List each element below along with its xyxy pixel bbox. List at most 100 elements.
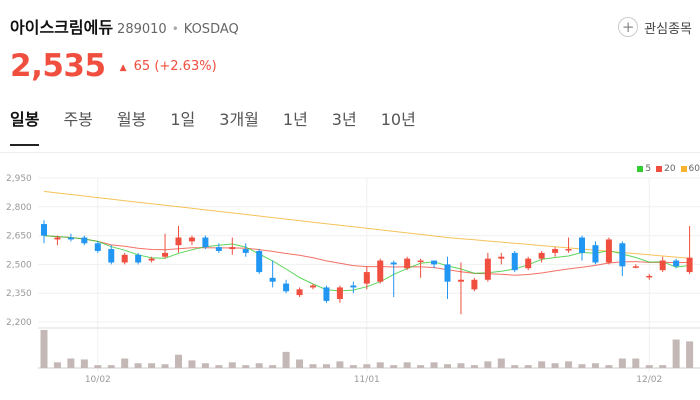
volume-bar [390,365,398,368]
legend-ma5: 5 [637,164,651,174]
volume-bar [632,358,640,368]
stock-code: 289010 [117,22,167,37]
ma-legend: 5 20 60 [632,164,700,174]
volume-bar [403,362,411,368]
volume-bar [578,364,586,368]
volume-bar [228,362,236,368]
volume-bar [511,365,519,368]
volume-bar [282,351,290,368]
candle-body [229,247,236,250]
candle-body [94,243,101,251]
volume-bar [524,365,532,368]
candle-body [256,250,263,273]
candle-body [659,260,666,271]
legend-swatch-5 [637,166,644,172]
candle-body [525,258,532,269]
tab-daily[interactable]: 일봉 [10,106,40,146]
volume-bar [618,358,626,368]
plus-icon: + [618,17,639,37]
volume-bar [457,363,465,368]
volume-bar [80,359,88,368]
volume-bar [322,364,330,368]
tab-3month[interactable]: 3개월 [219,110,259,129]
candle-body [619,243,626,267]
tab-weekly[interactable]: 주봉 [63,110,93,129]
x-tick-label: 11/01 [354,375,380,385]
stock-name: 아이스크림에듀 [10,18,114,37]
candle-body [108,249,115,263]
volume-bar [497,358,505,368]
volume-bar [175,354,182,368]
volume-bar [605,365,613,368]
current-price: 2,535 [10,48,106,84]
tab-1year[interactable]: 1년 [282,110,308,129]
price-row: 2,535 ▲ 65 (+2.63%) [10,48,217,84]
candle-body [269,277,276,282]
volume-bar [107,365,115,368]
candle-body [242,249,249,253]
volume-bar [363,364,371,368]
volume-bar [417,365,425,368]
separator-dot: • [171,22,179,36]
candle-body [579,237,585,253]
volume-bar [67,358,75,368]
change-value: 65 [133,59,151,74]
candle-body [444,264,451,282]
y-tick-label: 2,800 [6,203,32,213]
candle-body [565,249,572,251]
volume-bar [484,361,492,368]
candle-body [296,289,303,296]
volume-bar [242,365,250,368]
price-change: ▲ 65 (+2.63%) [120,59,217,74]
tab-1day[interactable]: 1일 [170,110,196,129]
candle-body [498,256,505,259]
candle-body [377,260,384,282]
volume-bar [349,365,357,368]
legend-swatch-20 [656,166,663,172]
legend-label-20: 20 [664,164,676,174]
legend-label-60: 60 [688,164,700,174]
volume-bar [672,339,680,368]
y-tick-label: 2,200 [6,318,32,328]
candle-body [673,260,680,267]
y-tick-label: 2,500 [6,260,32,270]
candle-body [632,266,639,268]
volume-bar [430,362,438,368]
candle-body [323,287,330,301]
x-tick-label: 12/02 [636,375,662,385]
volume-bar [188,360,196,368]
up-triangle-icon: ▲ [119,63,127,73]
candle-body [215,247,222,251]
tab-3year[interactable]: 3년 [331,110,357,129]
tab-monthly[interactable]: 월봉 [116,110,147,129]
candle-body [81,237,88,244]
candle-body [188,237,195,242]
favorite-label: 관심종목 [644,21,692,37]
legend-ma60: 60 [680,164,700,174]
candlestick-chart[interactable]: 2,950 2,800 2,650 2,500 2,350 2,200 10/02 11/01… [0,160,700,400]
volume-bar [201,363,209,368]
candle-body [552,249,559,253]
volume-bar [336,361,344,368]
candle-body [202,237,209,248]
legend-swatch-60 [680,166,687,172]
volume-bar [255,363,263,368]
candle-body [148,258,155,261]
volume-bar [376,362,384,368]
add-favorite-button[interactable]: + 관심종목 [618,17,692,37]
volume-bar [645,365,653,368]
volume-bar [551,363,559,368]
candle-body [283,283,290,292]
volume-bar [659,365,667,368]
y-tick-label: 2,350 [6,289,32,299]
legend-label-5: 5 [645,164,652,174]
candle-body [457,279,464,282]
candle-body [67,237,74,240]
candle-body [592,245,599,263]
volume-bar [53,362,61,368]
candle-body [336,287,343,299]
tab-10year[interactable]: 10년 [380,110,416,129]
volume-bar [148,363,156,368]
candle-body [538,252,545,259]
candle-body [431,260,438,265]
